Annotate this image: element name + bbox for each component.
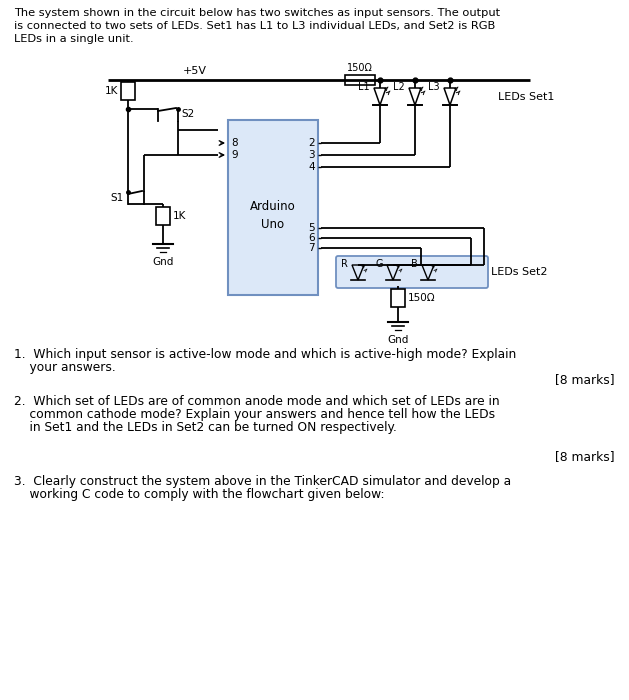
Text: in Set1 and the LEDs in Set2 can be turned ON respectively.: in Set1 and the LEDs in Set2 can be turn… [14, 421, 397, 434]
Text: 3: 3 [308, 150, 315, 160]
Text: 5: 5 [308, 223, 315, 233]
Text: 9: 9 [231, 150, 238, 160]
Text: B: B [411, 259, 418, 269]
Text: +5V: +5V [183, 66, 207, 76]
Text: R: R [341, 259, 348, 269]
Text: S2: S2 [181, 109, 194, 119]
Text: 2.  Which set of LEDs are of common anode mode and which set of LEDs are in: 2. Which set of LEDs are of common anode… [14, 395, 499, 408]
Text: 8: 8 [231, 138, 238, 148]
Text: 150Ω: 150Ω [347, 63, 373, 73]
Text: working C code to comply with the flowchart given below:: working C code to comply with the flowch… [14, 488, 384, 501]
Text: LEDs Set1: LEDs Set1 [498, 92, 554, 102]
Text: your answers.: your answers. [14, 361, 116, 374]
Text: The system shown in the circuit below has two switches as input sensors. The out: The system shown in the circuit below ha… [14, 8, 500, 44]
Text: L1: L1 [359, 82, 370, 92]
Text: 1K: 1K [173, 211, 186, 221]
Text: common cathode mode? Explain your answers and hence tell how the LEDs: common cathode mode? Explain your answer… [14, 408, 495, 421]
FancyBboxPatch shape [336, 256, 488, 288]
Bar [345, 75, 375, 85]
Text: 4: 4 [308, 162, 315, 172]
Text: Arduino
Uno: Arduino Uno [250, 199, 296, 230]
Text: [8 marks]: [8 marks] [555, 373, 615, 386]
Text: G: G [376, 259, 383, 269]
Text: [8 marks]: [8 marks] [555, 450, 615, 463]
Text: 7: 7 [308, 243, 315, 253]
Text: S1: S1 [111, 193, 124, 203]
Text: 1.  Which input sensor is active-low mode and which is active-high mode? Explain: 1. Which input sensor is active-low mode… [14, 348, 516, 361]
Text: 1K: 1K [104, 86, 118, 96]
Text: L3: L3 [428, 82, 440, 92]
Bar [121, 82, 135, 100]
Text: 2: 2 [308, 138, 315, 148]
Bar [391, 289, 405, 307]
Text: 3.  Clearly construct the system above in the TinkerCAD simulator and develop a: 3. Clearly construct the system above in… [14, 475, 511, 488]
Text: LEDs Set2: LEDs Set2 [491, 267, 547, 277]
Text: Gnd: Gnd [152, 257, 174, 267]
Text: Gnd: Gnd [387, 335, 409, 345]
Bar [228, 120, 318, 295]
Text: L2: L2 [393, 82, 405, 92]
Text: 6: 6 [308, 233, 315, 243]
Text: 150Ω: 150Ω [408, 293, 436, 303]
Bar [156, 207, 170, 225]
